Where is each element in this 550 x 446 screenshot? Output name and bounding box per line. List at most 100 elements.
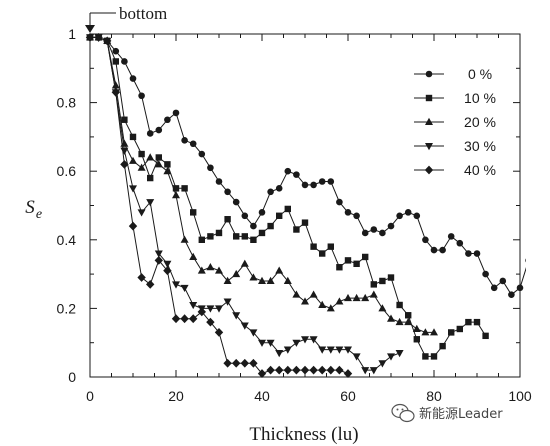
data-point xyxy=(121,58,128,65)
data-point xyxy=(336,198,343,206)
data-point xyxy=(275,349,284,358)
x-axis-title: Thickness (lu) xyxy=(249,424,358,445)
data-point xyxy=(171,314,181,324)
data-point xyxy=(241,233,248,240)
data-point xyxy=(379,229,386,237)
data-point xyxy=(292,290,301,298)
data-point xyxy=(164,161,171,168)
data-point xyxy=(361,293,370,302)
series-line xyxy=(90,36,349,375)
data-point xyxy=(207,164,214,172)
data-point xyxy=(413,336,420,343)
legend-marker xyxy=(425,143,433,151)
data-point xyxy=(508,291,515,298)
data-point xyxy=(473,250,481,257)
data-point xyxy=(326,346,335,354)
data-point xyxy=(362,253,369,261)
data-point xyxy=(129,75,137,82)
data-point xyxy=(327,243,334,250)
data-point xyxy=(395,317,404,326)
data-point xyxy=(344,257,352,264)
data-point xyxy=(319,250,326,257)
data-point xyxy=(250,236,257,243)
data-point xyxy=(353,260,360,268)
y-tick-label: 1 xyxy=(68,26,76,42)
data-point xyxy=(310,181,317,189)
data-point xyxy=(336,264,343,271)
data-point xyxy=(422,353,429,360)
plot-area: 0 20 40 60 80 100 0 0.2 0.4 0.6 0.8 1 xyxy=(57,26,532,404)
data-point xyxy=(215,229,223,237)
data-point xyxy=(223,276,232,284)
data-point xyxy=(412,324,421,332)
data-point xyxy=(370,281,377,288)
legend-marker xyxy=(424,165,434,175)
data-point xyxy=(172,191,180,199)
series-line xyxy=(90,36,526,296)
data-point xyxy=(352,293,361,302)
data-point xyxy=(121,116,128,123)
data-point xyxy=(318,178,326,185)
data-point xyxy=(309,290,318,298)
data-point xyxy=(232,312,241,320)
wechat-icon xyxy=(391,403,415,423)
data-point xyxy=(197,266,206,274)
data-point xyxy=(318,365,327,375)
data-point xyxy=(310,243,317,250)
data-point xyxy=(267,188,274,196)
legend-label: 10 % xyxy=(464,90,496,106)
data-point xyxy=(343,369,353,378)
data-point xyxy=(232,358,241,368)
bottom-annotation: bottom xyxy=(85,4,167,33)
data-point xyxy=(301,181,309,189)
data-point xyxy=(326,365,335,375)
data-point xyxy=(405,312,412,319)
series-line xyxy=(90,36,400,371)
data-point xyxy=(120,159,129,169)
data-point xyxy=(224,188,231,196)
data-point xyxy=(112,47,120,55)
data-point xyxy=(154,160,163,168)
legend: 0 % 10 % 20 % 30 % 40 % xyxy=(414,66,496,178)
data-point xyxy=(387,222,395,230)
series-line xyxy=(90,36,434,333)
data-point xyxy=(147,174,154,182)
data-point xyxy=(327,178,335,185)
data-point xyxy=(138,92,145,100)
data-point xyxy=(284,205,291,213)
data-point xyxy=(155,126,163,134)
data-point xyxy=(197,307,206,317)
data-point xyxy=(215,178,223,185)
data-point xyxy=(154,255,163,265)
series-line xyxy=(90,36,487,357)
data-point xyxy=(250,222,257,230)
watermark-text: 新能源Leader xyxy=(419,406,503,422)
data-point xyxy=(456,239,464,247)
data-point xyxy=(361,367,370,375)
data-point xyxy=(309,336,318,344)
data-point xyxy=(379,277,386,285)
data-point xyxy=(465,318,472,326)
data-point xyxy=(396,301,403,309)
watermark: 新能源Leader xyxy=(391,403,503,423)
data-point xyxy=(448,329,455,336)
data-point xyxy=(258,339,266,347)
data-point xyxy=(207,233,214,240)
data-point xyxy=(103,36,112,46)
data-point xyxy=(369,367,378,375)
data-point xyxy=(404,317,413,326)
legend-marker xyxy=(425,70,433,78)
annotation-arrowhead xyxy=(85,25,95,33)
data-point xyxy=(301,336,309,344)
x-tick-label: 0 xyxy=(86,388,94,404)
y-tick-label: 0.4 xyxy=(57,232,77,248)
data-point xyxy=(378,304,387,312)
data-point xyxy=(189,140,197,148)
data-point xyxy=(387,353,395,361)
x-tick-label: 80 xyxy=(426,388,442,404)
data-point xyxy=(129,156,137,164)
data-point xyxy=(430,328,438,336)
data-point xyxy=(128,221,138,231)
data-point xyxy=(155,154,162,161)
